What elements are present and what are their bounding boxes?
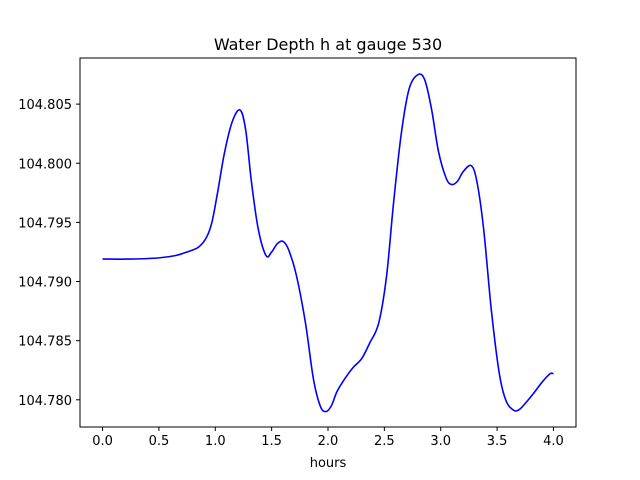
x-tick-label: 3.5 [487, 434, 508, 449]
y-tick-label: 104.800 [18, 157, 72, 172]
x-tick-label: 2.5 [374, 434, 395, 449]
plot-area [102, 73, 554, 413]
x-axis-label: hours [310, 456, 347, 471]
x-tick-label: 1.0 [205, 434, 226, 449]
x-tick-label: 4.0 [543, 434, 564, 449]
series-line-0 [102, 73, 554, 413]
x-tick-label: 2.0 [318, 434, 339, 449]
y-tick-label: 104.805 [18, 98, 72, 113]
y-tick-label: 104.785 [18, 335, 72, 350]
y-tick-label: 104.780 [18, 394, 72, 409]
x-tick-label: 1.5 [261, 434, 282, 449]
x-axis: 0.0 0.5 1.0 1.5 2.0 2.5 3.0 3.5 4.0 [92, 427, 564, 449]
y-axis: 104.780 104.785 104.790 104.795 104.800 104.8… [18, 98, 80, 409]
x-tick-label: 0.0 [92, 434, 113, 449]
y-tick-label: 104.790 [18, 276, 72, 291]
x-tick-label: 3.0 [430, 434, 451, 449]
chart-title: Water Depth h at gauge 530 [214, 35, 442, 54]
y-tick-label: 104.795 [18, 216, 72, 231]
x-tick-label: 0.5 [149, 434, 170, 449]
